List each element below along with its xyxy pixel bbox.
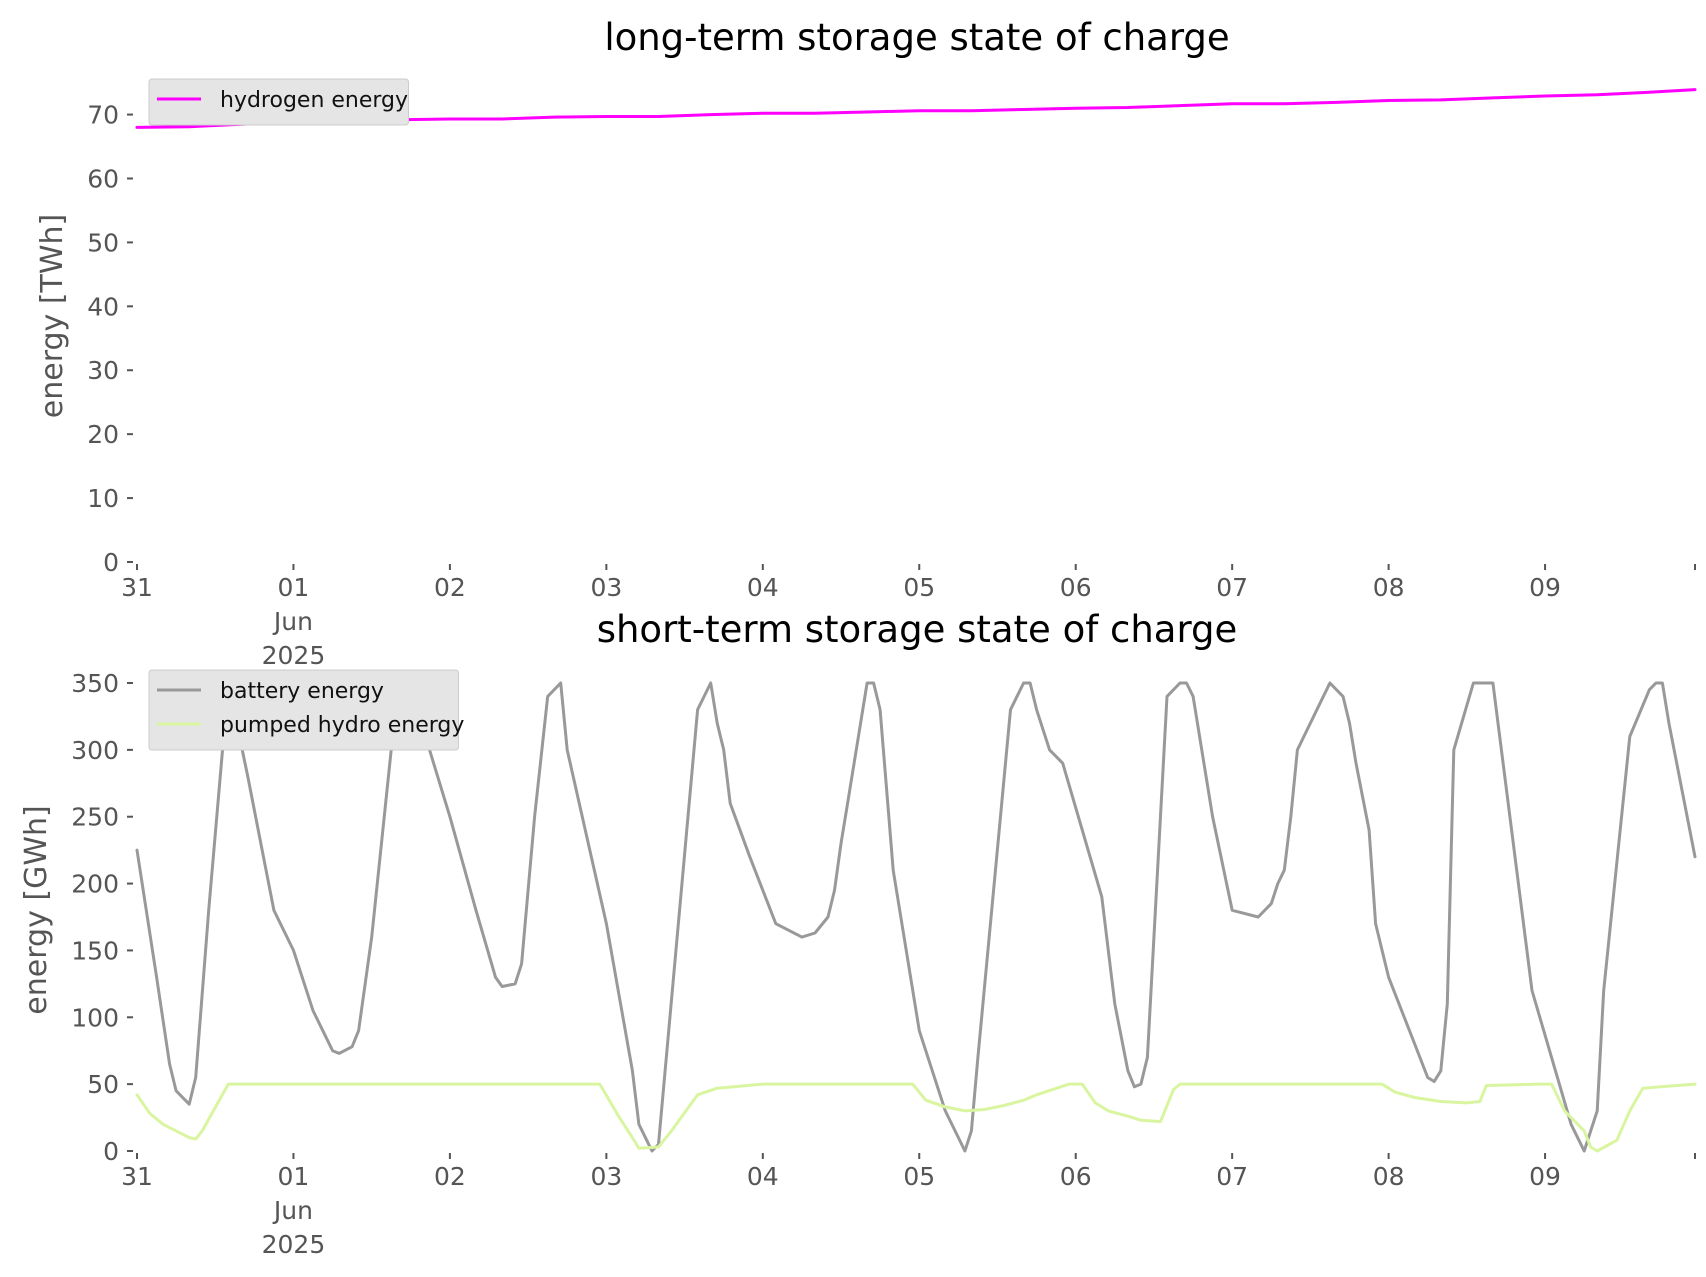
y-axis-label: energy [TWh] — [35, 214, 70, 418]
legend-frame — [148, 78, 409, 126]
x-tick-label: 09 — [1529, 1162, 1561, 1191]
x-tick-label: Jun — [272, 607, 313, 636]
short-term-chart: short-term storage state of charge energ… — [19, 608, 1697, 1259]
x-tick-label: 2025 — [262, 1230, 326, 1259]
y-tick-label: 200 — [71, 870, 119, 899]
x-tick-label: 09 — [1529, 573, 1561, 602]
y-tick-label: 50 — [87, 228, 119, 257]
long-term-chart: long-term storage state of charge energy… — [35, 16, 1697, 670]
x-tick-label: Jun — [272, 1196, 313, 1225]
y-ticks: 0 10 20 30 40 50 60 70 — [87, 101, 133, 577]
x-tick-label: 04 — [747, 573, 779, 602]
y-tick-label: 150 — [71, 936, 119, 965]
x-tick-label: 02 — [434, 573, 466, 602]
chart-title: long-term storage state of charge — [604, 16, 1229, 59]
y-tick-label: 70 — [87, 101, 119, 130]
x-tick-label: 06 — [1060, 573, 1092, 602]
x-tick-label: 31 — [121, 1162, 153, 1191]
series-line — [135, 681, 1697, 1153]
y-tick-label: 0 — [103, 1137, 119, 1166]
y-tick-label: 100 — [71, 1003, 119, 1032]
x-tick-label: 05 — [903, 1162, 935, 1191]
x-tick-label: 08 — [1373, 1162, 1405, 1191]
x-tick-label: 08 — [1373, 573, 1405, 602]
x-tick-label: 03 — [590, 573, 622, 602]
legend-label: battery energy — [220, 679, 384, 704]
x-tick-label: 03 — [590, 1162, 622, 1191]
x-ticks: 31 01 Jun 2025 02 03 04 05 06 07 08 09 — [121, 1153, 1696, 1259]
y-tick-label: 10 — [87, 484, 119, 513]
y-axis-label: energy [GWh] — [19, 805, 54, 1014]
y-tick-label: 50 — [87, 1070, 119, 1099]
plot-lines — [135, 681, 1697, 1153]
x-tick-label: 06 — [1060, 1162, 1092, 1191]
x-tick-label: 01 — [278, 1162, 310, 1191]
x-tick-label: 31 — [121, 573, 153, 602]
y-tick-label: 60 — [87, 164, 119, 193]
x-tick-label: 2025 — [262, 641, 326, 670]
legend: hydrogen energy — [148, 78, 409, 126]
series-line — [135, 1082, 1697, 1153]
x-tick-label: 07 — [1216, 1162, 1248, 1191]
legend-frame — [148, 669, 459, 751]
y-tick-label: 300 — [71, 736, 119, 765]
y-tick-label: 0 — [103, 548, 119, 577]
y-tick-label: 30 — [87, 356, 119, 385]
x-tick-label: 05 — [903, 573, 935, 602]
x-ticks: 31 01 Jun 2025 02 03 04 05 06 07 08 09 — [121, 564, 1696, 670]
y-tick-label: 350 — [71, 669, 119, 698]
chart-title: short-term storage state of charge — [597, 608, 1238, 651]
x-tick-label: 02 — [434, 1162, 466, 1191]
y-tick-label: 40 — [87, 292, 119, 321]
x-tick-label: 01 — [278, 573, 310, 602]
x-tick-label: 07 — [1216, 573, 1248, 602]
y-tick-label: 250 — [71, 803, 119, 832]
y-tick-label: 20 — [87, 420, 119, 449]
legend-label: pumped hydro energy — [220, 713, 464, 738]
legend-label: hydrogen energy — [220, 88, 408, 113]
x-tick-label: 04 — [747, 1162, 779, 1191]
legend: battery energy pumped hydro energy — [148, 669, 464, 751]
y-ticks: 0 50 100 150 200 250 300 350 — [71, 669, 133, 1166]
